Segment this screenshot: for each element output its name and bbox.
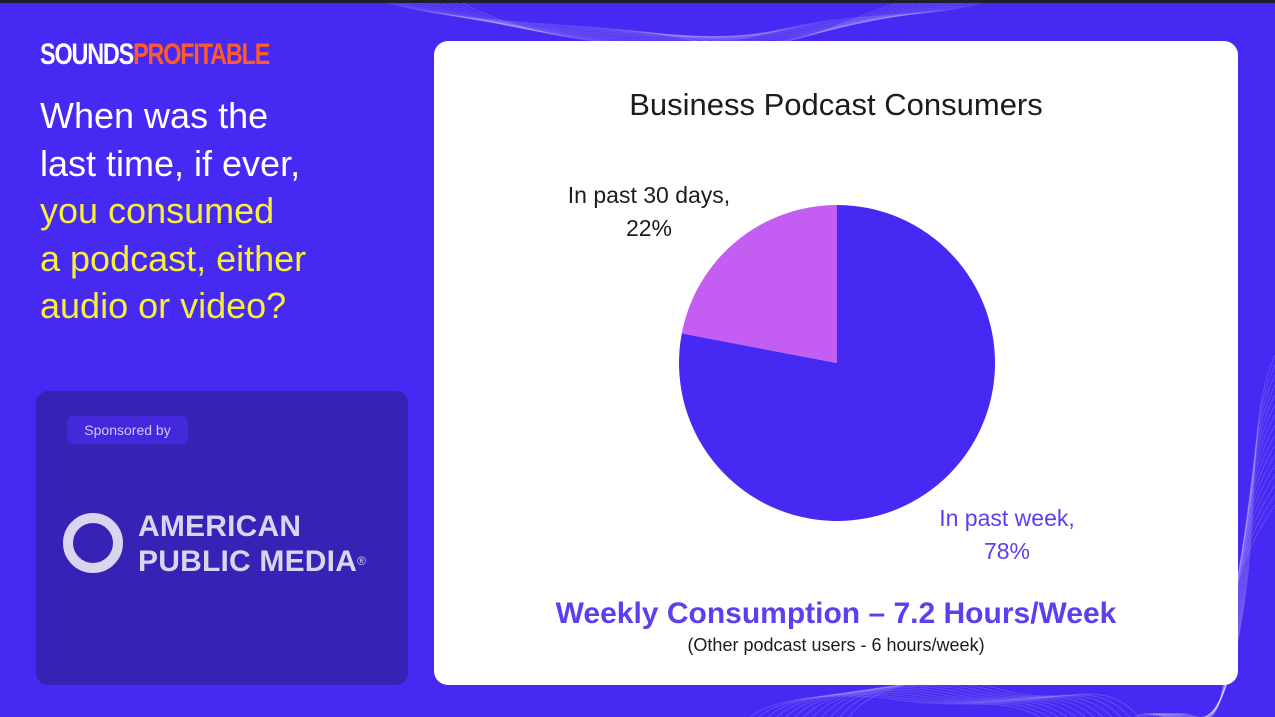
bottom-wave-line bbox=[767, 692, 1059, 717]
top-wave-line bbox=[435, 0, 967, 41]
sponsor-card: Sponsored by AMERICAN PUBLIC MEDIA® bbox=[36, 391, 408, 685]
bottom-wave-line bbox=[758, 694, 1050, 717]
sounds-profitable-logo: SOUNDSPROFITABLE bbox=[40, 38, 270, 71]
bottom-wave-line bbox=[812, 685, 1104, 717]
bottom-wave-line bbox=[821, 684, 1113, 717]
top-wave-line bbox=[421, 0, 953, 38]
bottom-wave-line bbox=[848, 679, 1140, 717]
right-wave-line bbox=[1179, 354, 1275, 717]
top-border bbox=[0, 0, 1275, 3]
apm-logo-ring-icon bbox=[63, 513, 123, 573]
bottom-wave-line bbox=[830, 682, 1122, 717]
top-wave-line bbox=[449, 0, 981, 44]
bottom-wave-line bbox=[839, 681, 1131, 717]
pie-chart bbox=[679, 205, 996, 521]
top-wave-line bbox=[400, 0, 932, 42]
bottom-wave-line bbox=[803, 686, 1095, 717]
question-line-1: When was the bbox=[40, 95, 269, 136]
registered-mark: ® bbox=[357, 554, 367, 568]
top-wave-line bbox=[386, 0, 918, 46]
bottom-wave-line bbox=[794, 688, 1086, 717]
question-line-3: you consumed bbox=[40, 190, 275, 231]
slice-label-past-week: In past week, 78% bbox=[939, 505, 1075, 564]
right-wave-line bbox=[1134, 504, 1275, 717]
chart-title: Business Podcast Consumers bbox=[629, 87, 1043, 122]
top-wave-line bbox=[428, 0, 960, 40]
question-line-2: last time, if ever, bbox=[40, 142, 301, 184]
top-wave-line bbox=[393, 0, 925, 44]
question-line-5: audio or video? bbox=[40, 285, 287, 326]
apm-name-line-2: PUBLIC MEDIA® bbox=[138, 545, 367, 578]
bottom-wave-line bbox=[776, 691, 1068, 717]
other-users-note: (Other podcast users - 6 hours/week) bbox=[687, 635, 985, 655]
top-wave-line bbox=[442, 0, 974, 42]
apm-name-line-1: AMERICAN bbox=[138, 510, 302, 543]
survey-question: When was the last time, if ever, you con… bbox=[40, 92, 306, 330]
top-wave-line bbox=[407, 0, 939, 40]
top-wave-line bbox=[456, 0, 988, 46]
slice-label-past-30-days: In past 30 days, 22% bbox=[567, 182, 731, 241]
bottom-wave-line bbox=[785, 689, 1077, 717]
pie-slice-past-30-days bbox=[681, 205, 837, 363]
pie-slice-past-week bbox=[679, 205, 996, 521]
chart-card: Business Podcast Consumers In past 30 da… bbox=[434, 41, 1238, 685]
apm-logo-text: AMERICAN PUBLIC MEDIA® bbox=[138, 509, 366, 579]
question-line-4: a podcast, either bbox=[40, 237, 307, 279]
weekly-consumption-summary: Weekly Consumption – 7.2 Hours/Week bbox=[555, 597, 1117, 630]
sponsored-by-badge: Sponsored by bbox=[67, 416, 188, 444]
bottom-wave-line bbox=[749, 695, 1041, 717]
top-wave-line bbox=[379, 0, 911, 48]
top-wave-line bbox=[414, 0, 946, 38]
